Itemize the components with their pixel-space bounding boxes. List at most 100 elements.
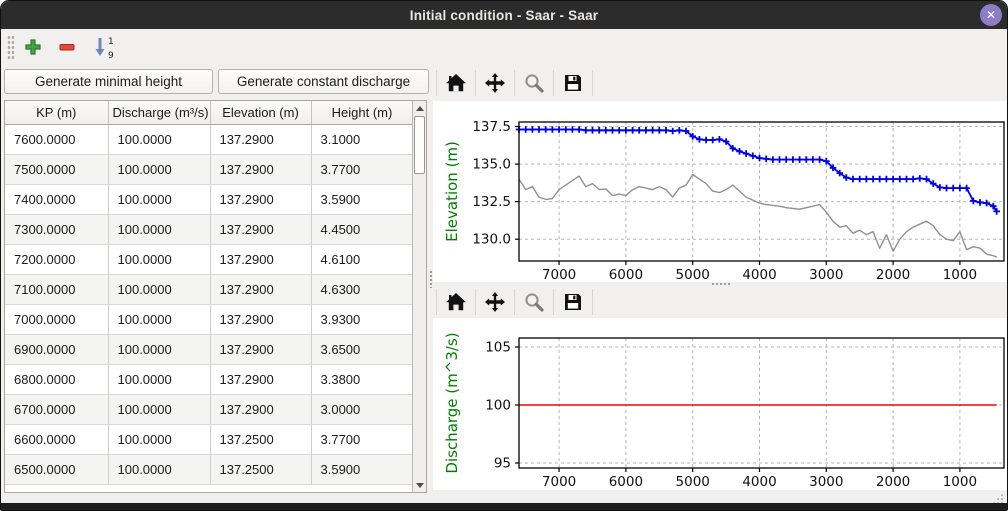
table-cell[interactable]: 6900.0000 xyxy=(5,334,109,365)
table-cell[interactable]: 4.6100 xyxy=(311,244,414,275)
table-cell[interactable]: 100.0000 xyxy=(108,454,211,485)
table-cell[interactable]: 137.2900 xyxy=(210,184,312,215)
table-cell[interactable]: 137.2900 xyxy=(210,154,312,185)
table-cell[interactable]: 137.2900 xyxy=(210,364,312,395)
table-cell[interactable]: 7000.0000 xyxy=(5,304,109,335)
table-cell[interactable]: 4.6300 xyxy=(311,274,414,305)
table-cell[interactable]: 137.2900 xyxy=(210,274,312,305)
svg-text:95: 95 xyxy=(494,456,511,472)
svg-text:Elevation (m): Elevation (m) xyxy=(443,141,461,242)
pan-button[interactable] xyxy=(479,287,511,317)
elevation-plot-canvas[interactable]: 7000 6000 5000 4000 3000 2000 1000 130.0 132.5 13… xyxy=(433,101,1008,282)
table-row: 7400.0000 100.0000 137.2900 3.5900 xyxy=(5,184,414,215)
table-cell[interactable]: 100.0000 xyxy=(108,124,211,155)
generate-constant-discharge-button[interactable]: Generate constant discharge xyxy=(218,69,429,94)
table-cell[interactable]: 3.9300 xyxy=(311,304,414,335)
table-cell[interactable]: 4.4500 xyxy=(311,214,414,245)
table-cell[interactable]: 137.2900 xyxy=(210,124,312,155)
splitter-grip-icon xyxy=(428,270,433,288)
table-cell[interactable]: 3.7700 xyxy=(311,424,414,455)
discharge-plot-canvas[interactable]: 7000 6000 5000 4000 3000 2000 1000 95 100 105 Disc… xyxy=(433,318,1008,490)
titlebar: Initial condition - Saar - Saar ✕ xyxy=(1,1,1007,29)
table-cell[interactable]: 100.0000 xyxy=(108,184,211,215)
table-cell[interactable]: 6500.0000 xyxy=(5,454,109,485)
table-cell[interactable]: 6600.0000 xyxy=(5,424,109,455)
zoom-button[interactable] xyxy=(518,68,550,98)
toolbar-drag-handle[interactable] xyxy=(6,34,14,60)
table-cell[interactable]: 100.0000 xyxy=(108,334,211,365)
table-cell[interactable]: 100.0000 xyxy=(108,274,211,305)
generate-minimal-height-button[interactable]: Generate minimal height xyxy=(4,69,213,94)
table-row: 7300.0000 100.0000 137.2900 4.4500 xyxy=(5,214,414,245)
table-cell[interactable]: 6800.0000 xyxy=(5,364,109,395)
table-cell[interactable]: 7400.0000 xyxy=(5,184,109,215)
scrollbar-thumb[interactable] xyxy=(414,116,425,174)
table-cell[interactable]: 7200.0000 xyxy=(5,244,109,275)
table-cell[interactable]: 100.0000 xyxy=(108,364,211,395)
svg-text:137.5: 137.5 xyxy=(472,119,511,135)
table-cell[interactable]: 3.7700 xyxy=(311,154,414,185)
table-cell[interactable]: 3.5900 xyxy=(311,454,414,485)
plus-icon xyxy=(25,39,41,55)
svg-text:7000: 7000 xyxy=(542,474,576,490)
close-button[interactable]: ✕ xyxy=(980,4,1002,26)
table-cell[interactable]: 100.0000 xyxy=(108,304,211,335)
zoom-button[interactable] xyxy=(518,287,550,317)
scroll-up-button[interactable] xyxy=(413,101,426,115)
table-cell[interactable]: 3.3800 xyxy=(311,364,414,395)
table-cell[interactable]: 3.5900 xyxy=(311,184,414,215)
svg-text:6000: 6000 xyxy=(609,267,643,282)
table-cell[interactable]: 100.0000 xyxy=(108,154,211,185)
table-cell[interactable]: 137.2900 xyxy=(210,214,312,245)
column-header[interactable]: Height (m) xyxy=(311,101,414,125)
table-cell[interactable]: 7500.0000 xyxy=(5,154,109,185)
home-button[interactable] xyxy=(440,287,472,317)
column-header[interactable]: Discharge (m³/s) xyxy=(108,101,211,125)
sort-ascending-icon: 1 9 xyxy=(95,37,114,59)
table-cell[interactable]: 100.0000 xyxy=(108,214,211,245)
svg-text:2000: 2000 xyxy=(876,474,910,490)
window-bottom-edge xyxy=(1,503,1007,510)
table-cell[interactable]: 7100.0000 xyxy=(5,274,109,305)
panel-splitter[interactable] xyxy=(428,65,433,493)
column-header[interactable]: Elevation (m) xyxy=(210,101,312,125)
svg-text:6000: 6000 xyxy=(609,474,643,490)
home-button[interactable] xyxy=(440,68,472,98)
column-header[interactable]: KP (m) xyxy=(5,101,109,125)
table-cell[interactable]: 100.0000 xyxy=(108,244,211,275)
down-arrow-icon xyxy=(415,482,424,488)
table-cell[interactable]: 137.2900 xyxy=(210,394,312,425)
svg-text:4000: 4000 xyxy=(742,267,776,282)
table-cell[interactable]: 7600.0000 xyxy=(5,124,109,155)
table-row: 6700.0000 100.0000 137.2900 3.0000 xyxy=(5,394,414,425)
save-icon xyxy=(565,294,581,310)
resize-grip[interactable] xyxy=(992,493,1003,504)
svg-text:9: 9 xyxy=(108,51,114,59)
svg-text:100: 100 xyxy=(485,398,511,414)
scroll-down-button[interactable] xyxy=(413,478,426,492)
svg-text:4000: 4000 xyxy=(742,474,776,490)
plot-splitter[interactable] xyxy=(433,280,1007,288)
table-cell[interactable]: 100.0000 xyxy=(108,394,211,425)
save-button[interactable] xyxy=(557,68,589,98)
table-cell[interactable]: 6700.0000 xyxy=(5,394,109,425)
table-cell[interactable]: 137.2900 xyxy=(210,334,312,365)
table-cell[interactable]: 100.0000 xyxy=(108,424,211,455)
table-cell[interactable]: 3.0000 xyxy=(311,394,414,425)
table-cell[interactable]: 3.1000 xyxy=(311,124,414,155)
table-cell[interactable]: 3.6500 xyxy=(311,334,414,365)
add-row-button[interactable] xyxy=(18,33,48,61)
svg-text:2000: 2000 xyxy=(876,267,910,282)
table-scrollbar[interactable] xyxy=(412,101,426,492)
sort-rows-button[interactable]: 1 9 xyxy=(86,33,122,61)
save-button[interactable] xyxy=(557,287,589,317)
table-cell[interactable]: 137.2500 xyxy=(210,424,312,455)
remove-row-button[interactable] xyxy=(52,33,82,61)
pan-button[interactable] xyxy=(479,68,511,98)
table-row: 6900.0000 100.0000 137.2900 3.6500 xyxy=(5,334,414,365)
table-cell[interactable]: 137.2900 xyxy=(210,244,312,275)
table-cell[interactable]: 7300.0000 xyxy=(5,214,109,245)
table-cell[interactable]: 137.2500 xyxy=(210,454,312,485)
table-cell[interactable]: 137.2900 xyxy=(210,304,312,335)
